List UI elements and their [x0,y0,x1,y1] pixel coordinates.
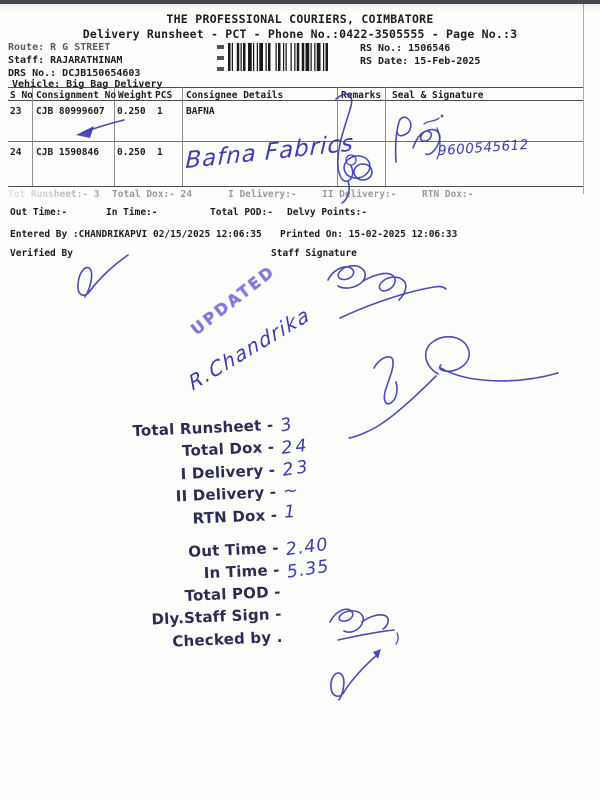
table-row-consignment: CJB 80999607 [36,106,105,117]
company-title: THE PROFESSIONAL COURIERS, COIMBATORE [166,12,434,26]
table-col-divider [385,87,386,186]
totals-value: ∼ [282,481,300,502]
col-header-sno: S No [10,90,33,101]
page-right-edge-line [583,4,584,194]
seal-signature [412,128,441,156]
checked-by-signature [330,654,378,701]
lower-right-signature [425,336,470,375]
barcode-start-marks [217,45,225,71]
staff-line: Staff: RAJARATHINAM [8,55,123,66]
lower-right-signature [373,356,398,405]
table-col-divider [114,87,115,186]
totals-label: Out Time - [187,538,280,561]
summary-i-delivery: I Delivery:- [228,189,297,200]
handwritten-circle-scribble [343,155,371,179]
route-line: Route: R G STREET [8,42,111,53]
delvy-points-label: Delvy Points:- [287,207,368,218]
barcode [228,43,328,71]
table-row-weight: 0.250 [117,147,146,158]
totals-label: I Delivery - [180,460,276,483]
entered-by-line: Entered By :CHANDRIKAPVI 02/15/2025 12:0… [10,229,262,240]
runsheet-subtitle: Delivery Runsheet - PCT - Phone No.:0422… [82,27,518,41]
table-row-consignment: CJB 1590846 [36,147,99,158]
col-header-consignment: Consignment No [36,90,117,101]
signature-tail-stroke [339,285,447,319]
total-pod-label: Total POD:- [210,207,273,218]
table-row-pcs: 1 [157,106,163,117]
seal-signature [440,114,444,118]
vehicle-line: Vehicle: Big Bag Delivery [12,79,163,90]
drs-no-line: DRS No.: DCJB150654603 [8,68,141,79]
handwritten-arrow [81,119,125,134]
totals-value: 1 [283,501,297,523]
handwritten-consignee-note: Bafna Fabrics [185,130,355,175]
printed-on-line: Printed On: 15-02-2025 12:06:33 [280,229,458,240]
col-header-remarks: Remarks [341,90,382,101]
verified-by-signature [77,254,129,298]
staff-signature-label: Staff Signature [271,248,357,259]
ink-comma [395,632,399,645]
lower-right-signature [440,367,559,382]
totals-label: II Delivery - [175,483,277,506]
checked-by-arrowhead [373,649,381,659]
table-row-sno: 23 [10,106,22,117]
totals-label: Total Dox - [181,438,275,461]
table-header-border [8,100,583,101]
out-time-label: Out Time:- [10,207,68,218]
totals-value [283,638,360,641]
table-row-weight: 0.250 [117,106,146,117]
rs-no-line: RS No.: 1506546 [360,43,451,54]
summary-total-dox: Total Dox:- 24 [112,189,193,200]
table-row-consignee: BAFNA [186,106,215,117]
handwritten-totals-block: Total Runsheet -3 Total Dox -24 I Delive… [123,411,383,657]
table-row-pcs: 1 [157,147,163,158]
scan-edge-bar [0,0,600,4]
col-header-pcs: PCS [155,90,173,101]
verified-by-label: Verified By [10,248,73,259]
handwritten-circle-scribble [353,163,373,181]
table-row-divider [8,141,583,142]
table-bottom-border [8,186,583,187]
col-header-weight: Weight [118,90,153,101]
handwritten-arrowhead [76,126,94,138]
totals-label: In Time - [203,561,281,583]
totals-value [281,593,358,596]
seal-signature [394,116,412,163]
summary-rtn-dox: RTN Dox:- [422,189,474,200]
summary-runsheet: Tot Runsheet:- 3 [8,189,100,200]
table-top-border [8,87,583,88]
col-header-seal: Seal & Signature [392,90,484,101]
in-time-label: In Time:- [106,207,158,218]
totals-value [282,616,359,619]
summary-ii-delivery: II Delivery:- [322,189,397,200]
totals-label: Total Runsheet - [132,416,274,441]
table-row-sno: 24 [10,147,22,158]
col-header-consignee: Consignee Details [186,90,284,101]
totals-label: RTN Dox - [192,505,278,528]
scan-shade [0,4,600,12]
staff-signature [327,264,407,301]
rs-date-line: RS Date: 15-Feb-2025 [360,56,481,67]
table-col-divider [182,87,183,186]
table-col-divider [32,87,33,186]
